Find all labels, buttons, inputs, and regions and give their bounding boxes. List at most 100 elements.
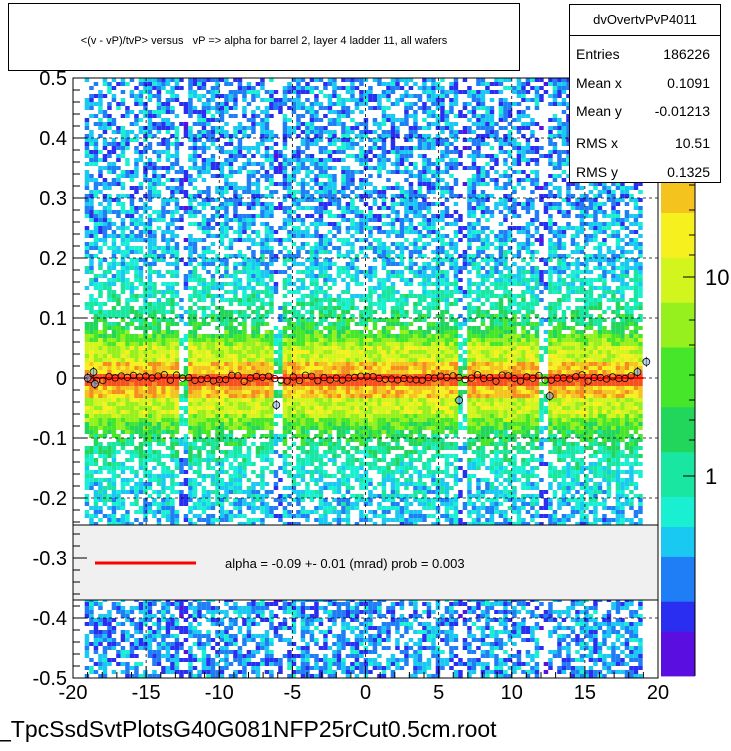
colorbar-tick-label: 10 bbox=[705, 265, 729, 290]
y-tick-label: -0.1 bbox=[33, 428, 67, 450]
colorbar-segment bbox=[661, 302, 695, 318]
x-tick-label: 0 bbox=[360, 682, 371, 704]
y-tick-label: 0.2 bbox=[39, 248, 67, 270]
stats-histogram-name: dvOvertvPvP4011 bbox=[593, 12, 697, 27]
chart-title: <(v - vP)/tvP> versus vP => alpha for ba… bbox=[80, 35, 448, 47]
x-tick-label: 15 bbox=[574, 682, 596, 704]
stats-box: dvOvertvPvP4011 Entries 186226 Mean x 0.… bbox=[569, 4, 721, 183]
stats-label: Entries bbox=[576, 46, 620, 62]
colorbar-segment bbox=[661, 466, 695, 483]
profile-point bbox=[295, 377, 303, 385]
y-tick-label: 0.5 bbox=[39, 68, 67, 90]
x-tick-label: 20 bbox=[647, 682, 669, 704]
profile-point bbox=[566, 375, 574, 383]
profile-point bbox=[578, 371, 586, 379]
profile-point bbox=[602, 375, 611, 383]
y-tick-label: -0.2 bbox=[33, 488, 67, 510]
profile-point bbox=[272, 401, 281, 409]
colorbar-segment bbox=[661, 436, 695, 453]
stats-row-rms-y: RMS y 0.1325 bbox=[576, 164, 710, 184]
stats-value: 186226 bbox=[663, 46, 710, 62]
colorbar-tick-label: 1 bbox=[705, 464, 717, 489]
y-tick-label: 0.4 bbox=[39, 128, 67, 150]
colorbar-segment bbox=[661, 287, 695, 303]
profile-point bbox=[545, 392, 554, 400]
stats-divider bbox=[570, 35, 720, 36]
colorbar-segment bbox=[661, 511, 695, 527]
stats-label: RMS y bbox=[576, 164, 618, 180]
colorbar-segment bbox=[661, 212, 695, 228]
colorbar-segment bbox=[661, 571, 695, 587]
colorbar-segment bbox=[661, 391, 695, 408]
profile-point bbox=[203, 375, 211, 383]
x-tick-label: 10 bbox=[501, 682, 523, 704]
colorbar-segment bbox=[661, 451, 695, 468]
y-tick-label: 0.1 bbox=[39, 308, 67, 330]
colorbar-segment bbox=[661, 496, 695, 512]
x-tick-label: -20 bbox=[59, 682, 88, 704]
profile-point bbox=[492, 377, 500, 385]
legend-text: alpha = -0.09 +- 0.01 (mrad) prob = 0.00… bbox=[225, 556, 465, 571]
y-tick-label: 0.3 bbox=[39, 188, 67, 210]
stats-row-rms-x: RMS x 10.51 bbox=[576, 135, 710, 155]
colorbar-segment bbox=[661, 541, 695, 557]
y-tick-label: -0.3 bbox=[33, 548, 67, 570]
profile-point bbox=[473, 371, 482, 379]
profile-point bbox=[642, 357, 651, 366]
profile-point bbox=[529, 374, 537, 382]
profile-point bbox=[99, 376, 107, 385]
colorbar-segment bbox=[661, 421, 695, 438]
colorbar-segment bbox=[661, 481, 695, 497]
profile-point bbox=[222, 375, 230, 384]
y-tick-label: -0.4 bbox=[33, 608, 67, 630]
colorbar-segment bbox=[661, 347, 695, 363]
profile-point bbox=[172, 371, 181, 379]
profile-point bbox=[308, 372, 316, 380]
colorbar-segment bbox=[661, 646, 695, 662]
colorbar-segment bbox=[661, 556, 695, 572]
profile-point bbox=[467, 374, 475, 382]
profile-point bbox=[283, 377, 291, 385]
colorbar-segment bbox=[661, 317, 695, 333]
colorbar-segment bbox=[661, 586, 695, 602]
profile-point bbox=[160, 370, 168, 379]
profile-point bbox=[486, 373, 494, 382]
colorbar-segment bbox=[661, 406, 695, 423]
stats-row-mean-x: Mean x 0.1091 bbox=[576, 75, 710, 95]
colorbar-segment bbox=[661, 616, 695, 632]
x-tick-label: 5 bbox=[433, 682, 444, 704]
x-tick-label: -5 bbox=[283, 682, 301, 704]
profile-point bbox=[510, 374, 519, 383]
colorbar-segment bbox=[661, 257, 695, 273]
stats-label: Mean x bbox=[576, 75, 622, 91]
profile-point bbox=[240, 377, 248, 386]
colorbar-segment bbox=[661, 526, 695, 542]
profile-point bbox=[516, 377, 525, 385]
profile-point bbox=[627, 372, 635, 380]
colorbar-segment bbox=[661, 377, 695, 393]
colorbar-segment bbox=[661, 601, 695, 617]
y-tick-label: -0.5 bbox=[33, 668, 67, 690]
profile-point bbox=[455, 396, 464, 405]
colorbar-segment bbox=[661, 197, 695, 213]
profile-point bbox=[265, 372, 273, 380]
y-tick-label: 0 bbox=[56, 368, 67, 390]
colorbar-segment bbox=[661, 272, 695, 288]
colorbar-segment bbox=[661, 661, 695, 677]
profile-point bbox=[91, 380, 99, 388]
x-tick-label: -15 bbox=[132, 682, 161, 704]
colorbar-segment bbox=[661, 362, 695, 378]
profile-point bbox=[418, 376, 426, 384]
profile-point bbox=[234, 372, 242, 380]
stats-value: 10.51 bbox=[674, 135, 710, 151]
colorbar-segment bbox=[661, 182, 695, 198]
profile-point bbox=[633, 368, 642, 376]
colorbar-segment bbox=[661, 631, 695, 647]
profile-point bbox=[320, 373, 328, 382]
stats-label: RMS x bbox=[576, 135, 618, 151]
stats-value: 0.1325 bbox=[667, 164, 710, 180]
profile-point bbox=[185, 374, 193, 382]
stats-label: Mean y bbox=[576, 103, 622, 119]
